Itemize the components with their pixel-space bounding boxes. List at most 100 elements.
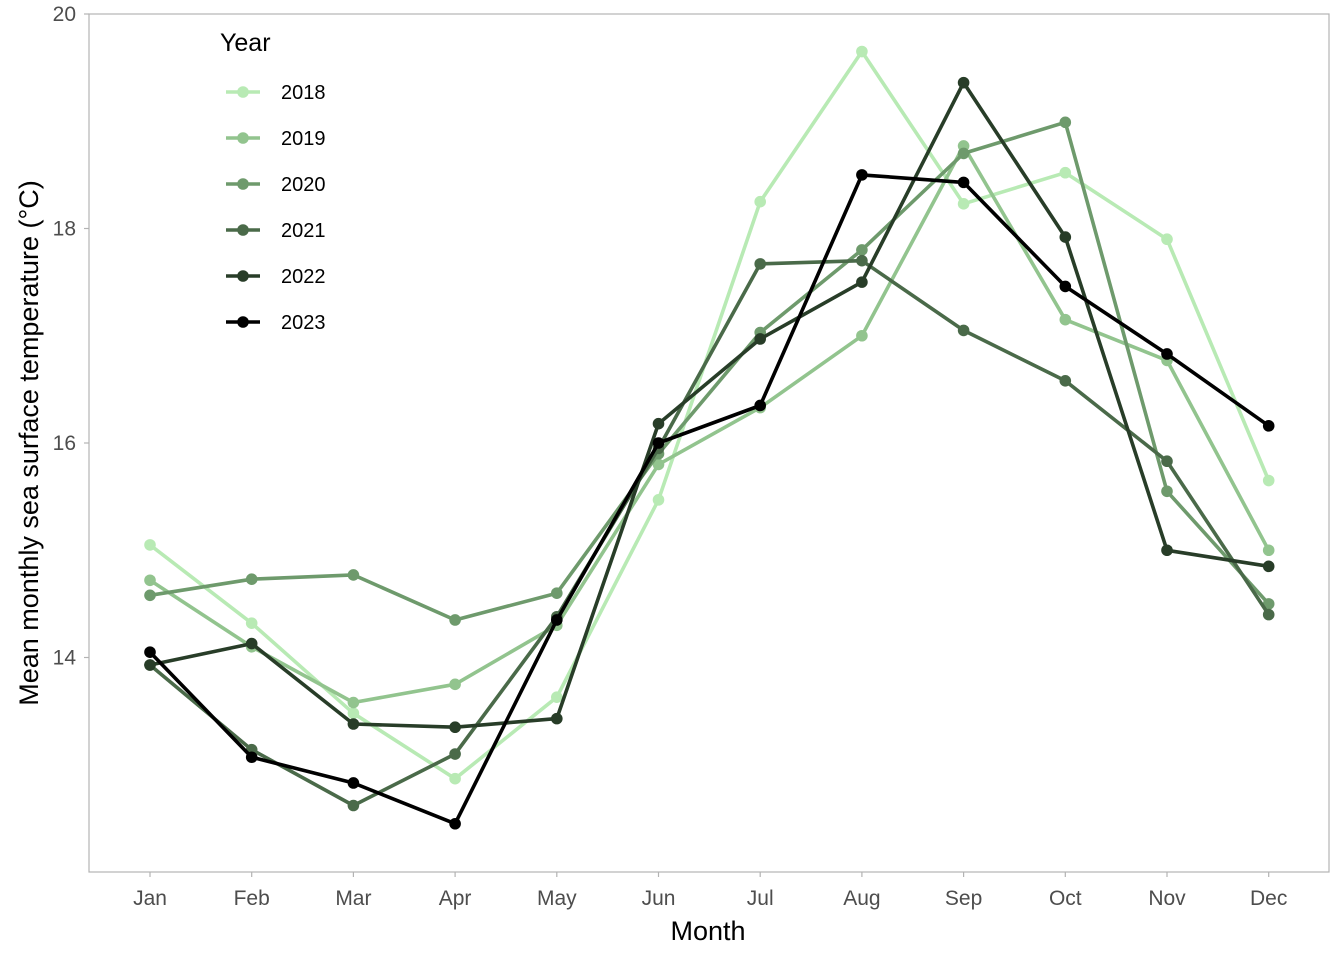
data-point: [957, 76, 970, 89]
data-point: [1059, 313, 1072, 326]
legend-key-point: [237, 86, 249, 98]
series-2023: [144, 169, 1275, 830]
y-tick-label: 16: [53, 432, 76, 455]
x-tick-label: Aug: [843, 887, 880, 910]
series-line: [148, 49, 1271, 781]
data-point: [856, 329, 868, 342]
series-line: [148, 120, 1271, 622]
data-point: [245, 573, 258, 586]
data-point: [1059, 231, 1072, 243]
y-axis-title: Mean monthly sea surface temperature (°C…: [14, 180, 44, 706]
legend-item-2023: 2023: [226, 312, 326, 334]
series-2021: [144, 254, 1275, 812]
data-point: [245, 751, 258, 764]
legend-item-2018: 2018: [226, 82, 326, 104]
legend-label: 2023: [281, 312, 326, 334]
data-point: [856, 276, 868, 288]
series-line: [148, 173, 1271, 826]
x-axis-title: Month: [670, 916, 745, 946]
data-point: [1161, 455, 1173, 468]
data-point: [1059, 374, 1072, 387]
data-point: [551, 614, 563, 626]
series-2022: [144, 76, 1275, 734]
data-point: [957, 324, 970, 337]
legend-item-2020: 2020: [226, 174, 326, 196]
series-2018: [144, 45, 1275, 785]
y-tick-label: 18: [53, 218, 76, 241]
series-layer: [144, 45, 1275, 830]
data-point: [652, 417, 665, 430]
y-axis: 14 16 18 20: [53, 3, 89, 670]
data-point: [754, 333, 766, 345]
data-point: [1161, 485, 1173, 498]
data-point: [1161, 233, 1173, 246]
legend-item-2021: 2021: [226, 220, 326, 242]
data-point: [347, 696, 360, 709]
x-tick-label: Sep: [945, 887, 982, 910]
data-point: [144, 659, 156, 671]
data-point: [957, 198, 970, 210]
data-point: [449, 772, 461, 785]
x-tick-label: Jul: [747, 887, 774, 910]
data-point: [245, 617, 258, 629]
legend-item-2022: 2022: [226, 266, 326, 288]
data-point: [347, 718, 360, 730]
data-point: [754, 399, 766, 412]
data-point: [347, 799, 360, 812]
data-point: [1262, 474, 1275, 487]
data-point: [1262, 420, 1275, 432]
data-point: [144, 574, 156, 587]
x-axis: Jan Feb Mar Apr May Jun Jul Aug Sep Oct Nov Dec: [133, 872, 1287, 910]
x-tick-label: Feb: [234, 887, 270, 910]
legend-title: Year: [220, 29, 271, 57]
data-point: [144, 589, 156, 602]
data-point: [652, 494, 665, 506]
data-point: [1161, 544, 1173, 557]
data-point: [1059, 166, 1072, 179]
legend-label: 2020: [281, 174, 326, 196]
data-point: [347, 777, 360, 789]
data-point: [652, 458, 665, 471]
legend-label: 2019: [281, 128, 326, 150]
legend-label: 2022: [281, 266, 326, 288]
y-tick-label: 20: [53, 3, 76, 26]
data-point: [1262, 608, 1275, 621]
data-point: [245, 637, 258, 650]
data-point: [652, 437, 665, 449]
data-point: [347, 707, 360, 720]
legend-key-point: [237, 224, 249, 236]
data-point: [449, 614, 461, 626]
data-point: [1059, 116, 1072, 129]
data-point: [754, 195, 766, 208]
data-point: [551, 691, 563, 703]
data-point: [957, 176, 970, 189]
data-point: [449, 678, 461, 691]
legend-key-point: [237, 178, 249, 190]
data-point: [856, 45, 868, 58]
x-tick-label: Nov: [1148, 887, 1186, 910]
x-tick-label: Apr: [439, 887, 472, 910]
data-point: [856, 244, 868, 256]
data-point: [1059, 280, 1072, 293]
series-line: [148, 258, 1271, 808]
x-tick-label: Dec: [1250, 887, 1287, 910]
data-point: [957, 147, 970, 160]
legend: Year 2018 2019 2020 2021 2022 2023: [220, 29, 326, 334]
series-line: [148, 144, 1271, 705]
data-point: [856, 254, 868, 267]
x-tick-label: Jan: [133, 887, 167, 910]
y-tick-label: 14: [53, 647, 77, 670]
data-point: [551, 587, 563, 599]
legend-key-point: [237, 270, 249, 282]
data-point: [144, 646, 156, 658]
legend-item-2019: 2019: [226, 128, 326, 150]
x-tick-label: Oct: [1049, 887, 1082, 910]
data-point: [449, 817, 461, 830]
x-tick-label: Mar: [335, 887, 371, 910]
data-point: [1262, 560, 1275, 573]
data-point: [754, 258, 766, 270]
data-point: [551, 712, 563, 725]
data-point: [1161, 348, 1173, 360]
legend-key-point: [237, 316, 249, 328]
